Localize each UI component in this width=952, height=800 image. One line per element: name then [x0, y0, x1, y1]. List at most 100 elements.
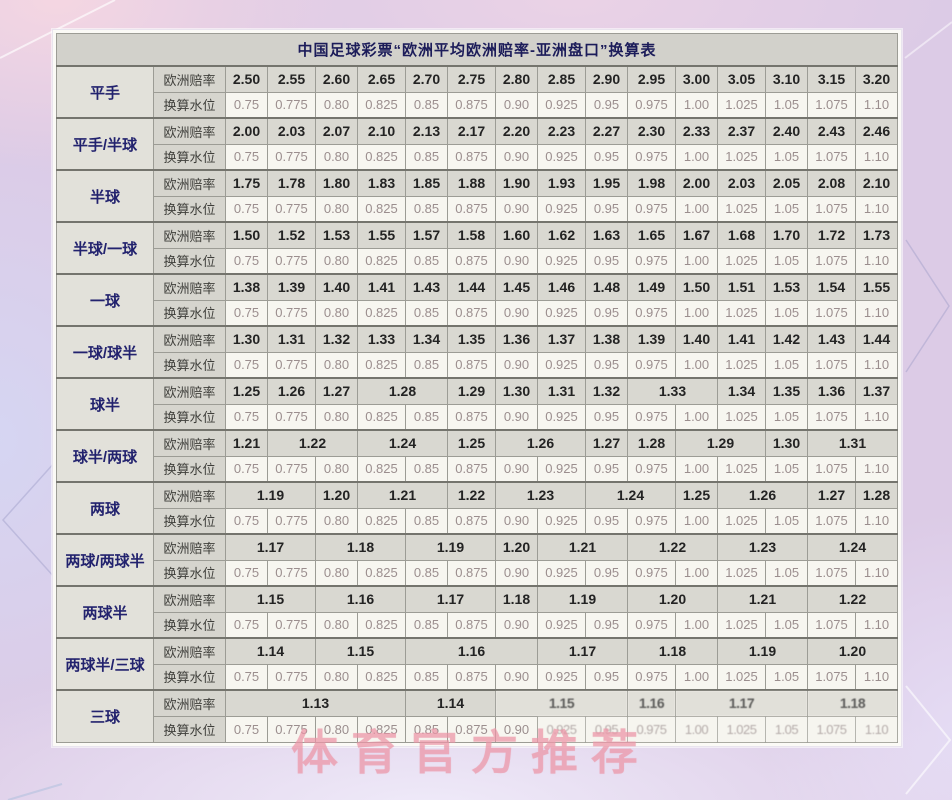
water-cell: 0.925	[537, 403, 586, 431]
water-cell: 1.05	[765, 559, 808, 587]
water-cell: 0.90	[495, 507, 538, 535]
water-cell: 1.075	[807, 455, 856, 483]
water-cell: 0.825	[357, 247, 406, 275]
odds-cell: 1.54	[807, 273, 856, 301]
odds-cell: 1.25	[447, 429, 496, 457]
water-row-label: 换算水位	[153, 611, 226, 639]
water-cell: 0.825	[357, 611, 406, 639]
odds-cell: 1.72	[807, 221, 856, 249]
water-cell: 1.00	[675, 143, 718, 171]
odds-cell: 2.46	[855, 117, 898, 145]
water-cell: 0.95	[585, 143, 628, 171]
handicap-label: 球半	[56, 377, 154, 431]
water-cell: 0.95	[585, 351, 628, 379]
odds-cell: 1.39	[627, 325, 676, 353]
water-cell: 0.875	[447, 195, 496, 223]
water-cell: 0.80	[315, 455, 358, 483]
water-cell: 0.75	[225, 143, 268, 171]
odds-cell: 1.21	[717, 585, 808, 613]
odds-cell: 1.63	[585, 221, 628, 249]
odds-cell: 1.30	[495, 377, 538, 405]
odds-cell: 1.32	[585, 377, 628, 405]
water-cell: 1.025	[717, 403, 766, 431]
water-cell: 1.00	[675, 715, 718, 743]
line-bottom-left	[7, 783, 63, 800]
water-cell: 0.925	[537, 91, 586, 119]
water-cell: 0.75	[225, 299, 268, 327]
water-cell: 0.775	[267, 247, 316, 275]
water-row-label: 换算水位	[153, 455, 226, 483]
odds-row-label: 欧洲赔率	[153, 117, 226, 145]
water-cell: 0.925	[537, 507, 586, 535]
water-cell: 1.05	[765, 611, 808, 639]
water-cell: 0.875	[447, 611, 496, 639]
odds-cell: 2.13	[405, 117, 448, 145]
odds-cell: 2.10	[855, 169, 898, 197]
odds-cell: 2.65	[357, 65, 406, 93]
water-cell: 1.00	[675, 455, 718, 483]
water-cell: 0.925	[537, 611, 586, 639]
water-row: 换算水位 0.75 0.775 0.80 0.825 0.85 0.875 0.90 0.925…	[57, 247, 898, 275]
odds-cell: 2.60	[315, 65, 358, 93]
water-row-label: 换算水位	[153, 507, 226, 535]
odds-row-label: 欧洲赔率	[153, 273, 226, 301]
water-row-label: 换算水位	[153, 91, 226, 119]
odds-cell: 1.21	[537, 533, 628, 561]
odds-cell: 2.00	[225, 117, 268, 145]
odds-cell: 1.22	[447, 481, 496, 509]
odds-cell: 1.48	[585, 273, 628, 301]
water-cell: 0.925	[537, 715, 586, 743]
water-cell: 0.825	[357, 507, 406, 535]
water-cell: 0.90	[495, 663, 538, 691]
odds-cell: 1.26	[717, 481, 808, 509]
odds-cell: 2.27	[585, 117, 628, 145]
odds-cell: 1.43	[807, 325, 856, 353]
odds-cell: 1.19	[225, 481, 316, 509]
water-cell: 0.775	[267, 195, 316, 223]
odds-cell: 1.14	[225, 637, 316, 665]
water-cell: 0.825	[357, 559, 406, 587]
water-cell: 1.10	[855, 507, 898, 535]
odds-cell: 1.18	[495, 585, 538, 613]
handicap-label: 两球半	[56, 585, 154, 639]
water-cell: 1.025	[717, 91, 766, 119]
water-cell: 1.05	[765, 663, 808, 691]
handicap-label: 两球	[56, 481, 154, 535]
title-row: 中国足球彩票“欧洲平均欧洲赔率-亚洲盘口”换算表	[56, 33, 898, 67]
water-cell: 0.775	[267, 143, 316, 171]
odds-cell: 1.17	[675, 689, 808, 717]
water-cell: 1.00	[675, 663, 718, 691]
odds-cell: 1.27	[807, 481, 856, 509]
odds-cell: 2.03	[717, 169, 766, 197]
water-cell: 1.075	[807, 715, 856, 743]
water-cell: 0.825	[357, 403, 406, 431]
water-cell: 0.775	[267, 715, 316, 743]
odds-row-label: 欧洲赔率	[153, 533, 226, 561]
water-cell: 1.05	[765, 351, 808, 379]
handicap-label: 半球	[56, 169, 154, 223]
odds-cell: 1.46	[537, 273, 586, 301]
odds-cell: 3.20	[855, 65, 898, 93]
odds-cell: 1.17	[225, 533, 316, 561]
odds-row-label: 欧洲赔率	[153, 637, 226, 665]
water-cell: 1.075	[807, 247, 856, 275]
odds-cell: 1.53	[315, 221, 358, 249]
water-cell: 0.875	[447, 143, 496, 171]
water-cell: 0.775	[267, 455, 316, 483]
odds-cell: 2.17	[447, 117, 496, 145]
water-cell: 0.90	[495, 403, 538, 431]
water-cell: 0.975	[627, 299, 676, 327]
water-cell: 1.05	[765, 91, 808, 119]
odds-cell: 2.07	[315, 117, 358, 145]
water-cell: 0.80	[315, 299, 358, 327]
water-cell: 0.85	[405, 403, 448, 431]
handicap-label: 一球	[56, 273, 154, 327]
water-cell: 0.775	[267, 663, 316, 691]
water-row-label: 换算水位	[153, 403, 226, 431]
water-cell: 1.025	[717, 559, 766, 587]
odds-cell: 1.30	[765, 429, 808, 457]
odds-conversion-table: 中国足球彩票“欧洲平均欧洲赔率-亚洲盘口”换算表 平手 欧洲赔率 2.50 2.55 2.…	[56, 33, 898, 743]
odds-cell: 1.75	[225, 169, 268, 197]
odds-row: 平手 欧洲赔率 2.50 2.55 2.60 2.65 2.70 2.75 2.80 2.85 2.…	[56, 65, 898, 119]
odds-cell: 2.50	[225, 65, 268, 93]
